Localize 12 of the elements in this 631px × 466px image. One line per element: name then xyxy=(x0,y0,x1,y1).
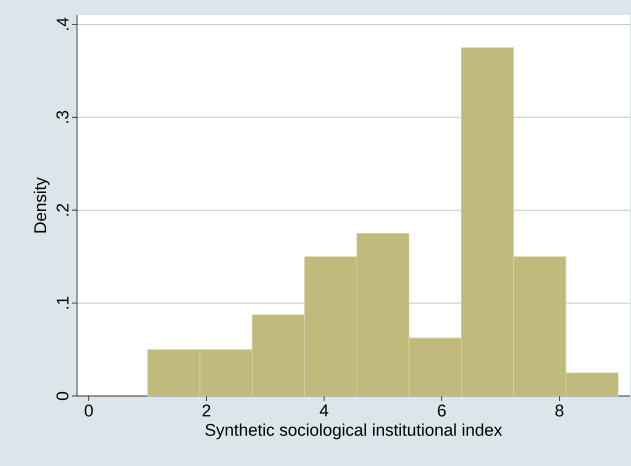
y-tick-label: .4 xyxy=(56,18,68,30)
x-tick-label: 0 xyxy=(84,404,93,417)
x-tick-label: 8 xyxy=(555,404,564,417)
y-axis-title: Density xyxy=(34,177,50,232)
y-tick-label: .3 xyxy=(56,110,68,123)
y-tick-label: .1 xyxy=(56,296,68,309)
x-axis-title: Synthetic sociological institutional index xyxy=(205,423,502,440)
x-tick-label: 2 xyxy=(202,404,210,416)
y-tick-label: 0 xyxy=(56,392,68,400)
x-tick-label: 4 xyxy=(320,404,328,416)
x-tick-label: 6 xyxy=(438,404,446,417)
y-tick-label: .2 xyxy=(56,204,68,216)
